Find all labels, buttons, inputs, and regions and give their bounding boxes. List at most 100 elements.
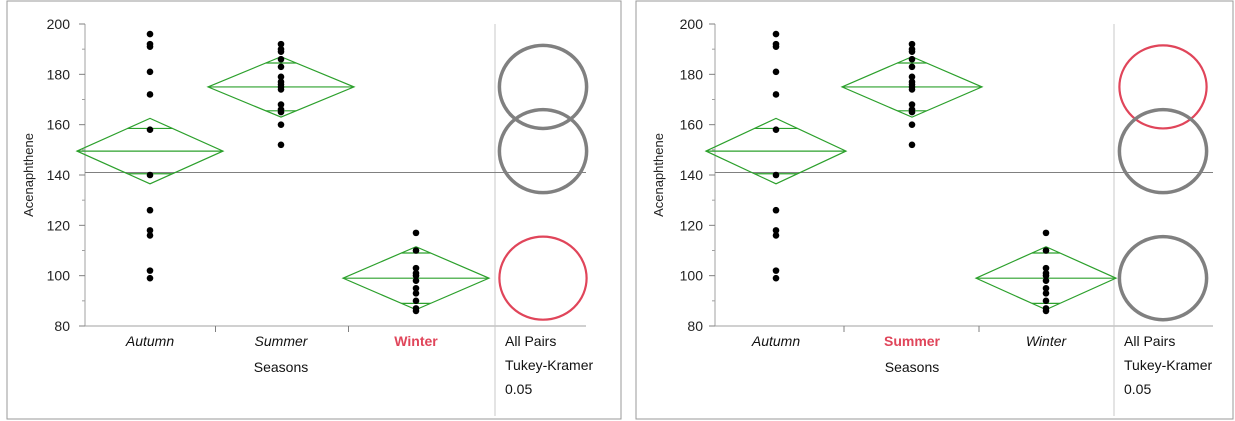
data-point-winter (412, 229, 420, 237)
data-point-autumn (146, 43, 154, 50)
comparison-label-line: All Pairs (505, 333, 556, 349)
y-tick-label: 100 (47, 268, 71, 284)
y-tick-label: 120 (47, 217, 71, 233)
data-point-autumn (146, 91, 154, 98)
data-point-summer (908, 73, 916, 81)
data-point-winter (412, 284, 420, 292)
data-point-autumn (772, 274, 780, 282)
data-point-summer (908, 48, 916, 55)
data-point-summer (277, 141, 285, 149)
y-tick-label: 80 (54, 318, 70, 334)
comparison-label-line: Tukey-Kramer (505, 357, 594, 373)
y-axis-title: Acenaphthene (21, 133, 36, 217)
y-axis-title: Acenaphthene (651, 133, 666, 217)
x-category-label-autumn: Autumn (125, 333, 174, 349)
data-point-autumn (146, 206, 154, 214)
x-category-label-winter: Winter (1026, 333, 1068, 349)
data-point-autumn (772, 43, 780, 50)
x-category-label-summer: Summer (884, 333, 941, 349)
data-point-autumn (772, 232, 780, 239)
comparison-circle-autumn (1117, 107, 1209, 195)
data-point-summer (908, 121, 916, 128)
data-point-winter (412, 272, 420, 279)
x-axis-title: Seasons (885, 359, 939, 375)
data-point-autumn (772, 171, 780, 179)
y-tick-label: 120 (680, 217, 704, 233)
data-point-autumn (146, 274, 154, 282)
data-point-winter (412, 247, 420, 254)
comparison-label-line: 0.05 (505, 381, 532, 397)
data-point-winter (412, 264, 420, 272)
data-point-summer (277, 73, 285, 81)
data-point-summer (908, 108, 916, 116)
data-point-winter (412, 277, 420, 285)
y-tick-label: 140 (47, 167, 71, 183)
panel-frame (635, 0, 1234, 420)
data-point-autumn (772, 227, 780, 234)
x-category-label-winter: Winter (394, 333, 438, 349)
data-point-summer (908, 141, 916, 149)
data-point-summer (277, 101, 285, 108)
data-point-summer (908, 55, 916, 63)
data-point-winter (412, 297, 420, 305)
comparison-label-line: All Pairs (1124, 333, 1175, 349)
data-point-winter (412, 289, 420, 297)
data-point-summer (277, 108, 285, 116)
data-point-summer (908, 40, 916, 48)
data-point-autumn (146, 30, 154, 38)
comparison-circle-winter (1117, 234, 1209, 322)
chart-panel-left: 80 100 120 140 160 180 200 Acenaphthene Autumn Su… (6, 0, 622, 420)
y-tick-label: 200 (680, 16, 704, 32)
data-point-winter (1042, 289, 1050, 297)
data-point-winter (1042, 229, 1050, 237)
comparison-label-line: 0.05 (1124, 381, 1151, 397)
data-point-winter (412, 307, 420, 315)
data-point-autumn (146, 227, 154, 234)
data-point-winter (1042, 297, 1050, 305)
data-point-winter (1042, 307, 1050, 315)
data-point-winter (1042, 264, 1050, 272)
data-point-summer (277, 55, 285, 63)
data-point-autumn (772, 267, 780, 274)
y-tick-label: 180 (47, 66, 71, 82)
data-point-autumn (772, 126, 780, 133)
data-point-autumn (146, 171, 154, 179)
data-point-summer (277, 48, 285, 55)
oneway-chart-right: 80 100 120 140 160 180 200 Acenaphthene Autumn Su… (635, 0, 1234, 420)
data-point-autumn (772, 68, 780, 76)
data-point-summer (908, 101, 916, 108)
data-point-autumn (772, 206, 780, 214)
data-point-autumn (772, 91, 780, 98)
comparison-circle-summer (1118, 44, 1208, 130)
data-point-winter (1042, 247, 1050, 254)
data-point-autumn (146, 232, 154, 239)
data-point-summer (277, 63, 285, 71)
data-point-winter (1042, 284, 1050, 292)
y-tick-label: 80 (687, 318, 703, 334)
data-point-autumn (146, 267, 154, 274)
y-tick-label: 140 (680, 167, 704, 183)
comparison-circle-summer (497, 43, 589, 131)
comparison-label-line: Tukey-Kramer (1124, 357, 1213, 373)
x-category-label-summer: Summer (255, 333, 309, 349)
y-tick-label: 180 (680, 66, 704, 82)
data-point-summer (277, 121, 285, 128)
data-point-summer (908, 63, 916, 71)
chart-panel-right: 80 100 120 140 160 180 200 Acenaphthene Autumn Su… (633, 0, 1235, 421)
y-tick-label: 100 (680, 268, 704, 284)
comparison-circle-autumn (497, 107, 589, 195)
y-tick-label: 160 (680, 117, 704, 133)
data-point-summer (277, 40, 285, 48)
data-point-autumn (146, 126, 154, 133)
data-point-winter (1042, 277, 1050, 285)
panel-frame (6, 0, 622, 420)
data-point-summer (277, 86, 285, 93)
x-category-label-autumn: Autumn (751, 333, 800, 349)
oneway-chart-left: 80 100 120 140 160 180 200 Acenaphthene Autumn Su… (6, 0, 622, 420)
y-tick-label: 200 (47, 16, 71, 32)
x-axis-title: Seasons (254, 359, 308, 375)
data-point-autumn (772, 30, 780, 38)
comparison-circle-winter (498, 235, 588, 321)
data-point-autumn (146, 68, 154, 76)
y-tick-label: 160 (47, 117, 71, 133)
